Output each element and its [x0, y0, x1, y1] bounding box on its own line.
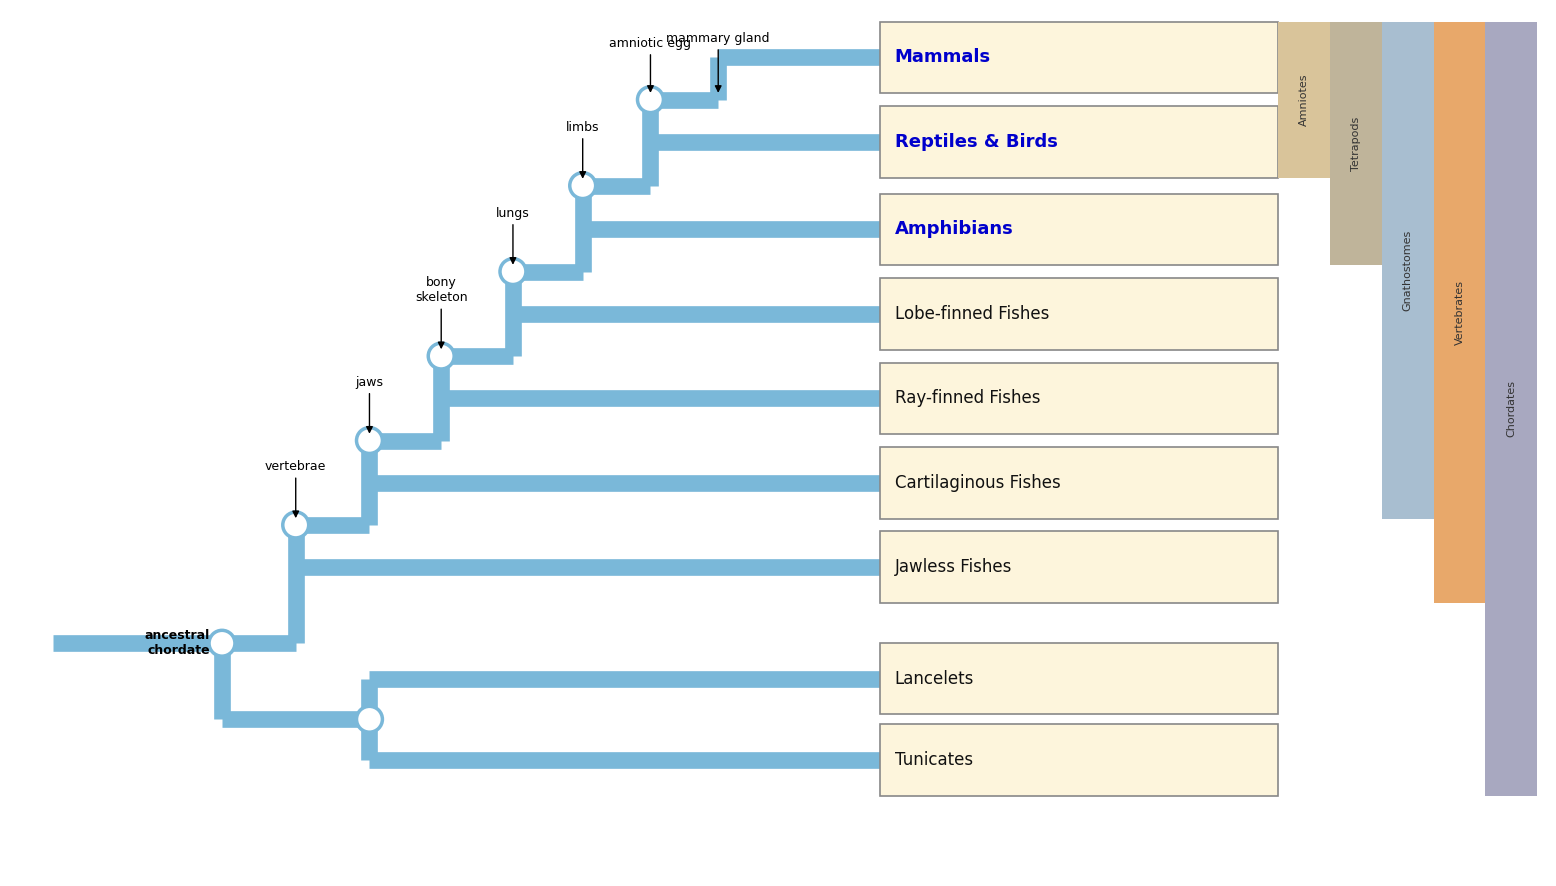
- FancyBboxPatch shape: [879, 724, 1277, 796]
- Text: Cartilaginous Fishes: Cartilaginous Fishes: [895, 474, 1060, 492]
- FancyBboxPatch shape: [879, 642, 1277, 714]
- Text: Reptiles & Birds: Reptiles & Birds: [895, 133, 1058, 151]
- Text: Vertebrates: Vertebrates: [1455, 280, 1464, 345]
- FancyBboxPatch shape: [1433, 21, 1486, 603]
- Text: vertebrae: vertebrae: [265, 461, 327, 473]
- FancyBboxPatch shape: [1382, 21, 1433, 518]
- Circle shape: [428, 343, 454, 369]
- Text: bony
skeleton: bony skeleton: [415, 276, 467, 305]
- FancyBboxPatch shape: [1486, 21, 1537, 796]
- FancyBboxPatch shape: [879, 447, 1277, 518]
- FancyBboxPatch shape: [879, 106, 1277, 178]
- Circle shape: [283, 512, 308, 538]
- Text: Amphibians: Amphibians: [895, 221, 1013, 238]
- Text: Jawless Fishes: Jawless Fishes: [895, 558, 1011, 576]
- FancyBboxPatch shape: [879, 278, 1277, 350]
- FancyBboxPatch shape: [1330, 21, 1382, 265]
- FancyBboxPatch shape: [1277, 21, 1330, 178]
- Text: Tunicates: Tunicates: [895, 751, 972, 769]
- Text: amniotic egg: amniotic egg: [610, 37, 691, 50]
- Text: jaws: jaws: [355, 376, 383, 389]
- Text: Amniotes: Amniotes: [1299, 74, 1309, 126]
- Text: Chordates: Chordates: [1506, 380, 1517, 437]
- Circle shape: [356, 706, 383, 732]
- Text: ancestral
chordate: ancestral chordate: [145, 629, 210, 657]
- Circle shape: [569, 173, 596, 198]
- Text: limbs: limbs: [566, 121, 599, 134]
- FancyBboxPatch shape: [879, 193, 1277, 265]
- Text: Ray-finned Fishes: Ray-finned Fishes: [895, 389, 1039, 408]
- Text: lungs: lungs: [496, 207, 531, 220]
- Circle shape: [499, 259, 526, 284]
- Text: Tetrapods: Tetrapods: [1351, 116, 1362, 170]
- Text: mammary gland: mammary gland: [666, 32, 770, 45]
- FancyBboxPatch shape: [879, 362, 1277, 434]
- Circle shape: [638, 87, 663, 113]
- Circle shape: [209, 630, 235, 657]
- Text: Gnathostomes: Gnathostomes: [1404, 229, 1413, 311]
- Text: Lobe-finned Fishes: Lobe-finned Fishes: [895, 305, 1049, 323]
- Text: Mammals: Mammals: [895, 49, 991, 66]
- FancyBboxPatch shape: [879, 21, 1277, 93]
- Text: Lancelets: Lancelets: [895, 670, 974, 688]
- Circle shape: [356, 428, 383, 454]
- FancyBboxPatch shape: [879, 532, 1277, 603]
